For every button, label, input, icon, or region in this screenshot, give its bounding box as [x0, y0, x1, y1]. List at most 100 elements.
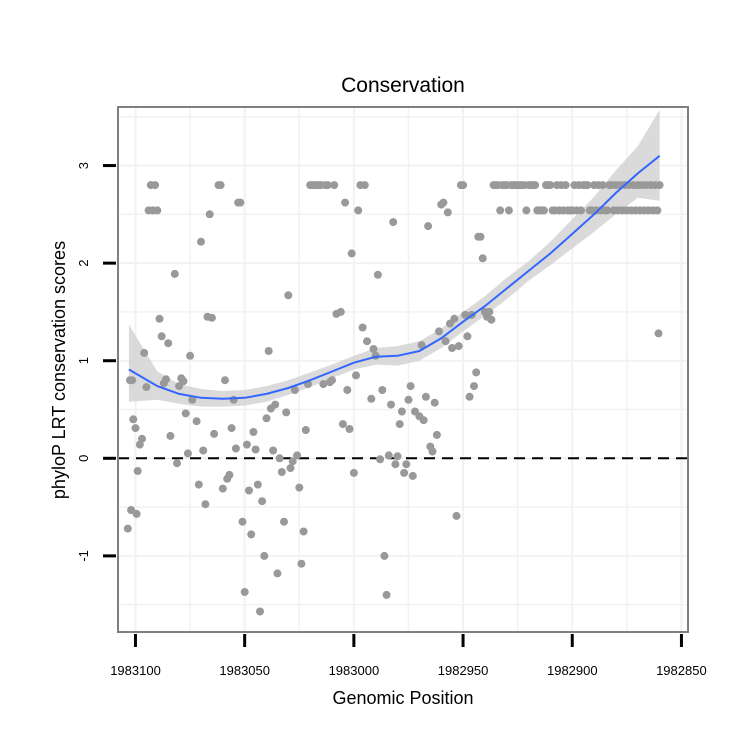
data-point: [336, 307, 345, 316]
data-point: [402, 460, 411, 469]
data-point: [496, 206, 505, 215]
data-point: [476, 232, 485, 241]
data-point: [133, 467, 142, 475]
data-point: [655, 181, 664, 190]
data-point: [242, 440, 251, 449]
data-point: [485, 307, 494, 316]
data-point: [123, 524, 132, 533]
data-point: [238, 517, 247, 526]
data-point: [472, 368, 481, 377]
data-point: [264, 347, 273, 355]
data-point: [450, 314, 459, 323]
data-point: [367, 394, 376, 403]
data-point: [478, 254, 487, 263]
data-point: [221, 376, 229, 385]
data-point: [330, 181, 339, 190]
data-point: [406, 382, 415, 391]
y-axis: -1 0 1 2 3: [76, 162, 116, 562]
data-point: [461, 310, 470, 319]
data-point: [260, 551, 269, 560]
data-point: [249, 428, 258, 436]
data-point: [166, 431, 175, 440]
data-point: [153, 206, 162, 215]
data-point: [393, 452, 402, 461]
data-point: [363, 337, 371, 346]
data-point: [277, 468, 286, 476]
data-point: [583, 181, 592, 190]
confidence-band: [128, 109, 660, 407]
data-point: [288, 457, 297, 466]
data-point: [151, 181, 160, 190]
y-tick-label: -1: [76, 550, 91, 562]
data-point: [216, 181, 225, 190]
data-point: [269, 446, 278, 455]
data-point: [240, 588, 249, 596]
data-point: [561, 181, 570, 190]
data-point: [546, 181, 555, 190]
data-point: [419, 416, 428, 425]
data-point: [142, 383, 151, 392]
data-point: [173, 459, 181, 468]
data-point: [373, 270, 382, 279]
data-point: [258, 497, 267, 506]
data-point: [382, 590, 391, 599]
data-point: [603, 206, 612, 215]
x-tick-label: 1983050: [219, 663, 270, 678]
data-point: [273, 569, 282, 578]
data-point: [432, 430, 441, 439]
data-point: [354, 206, 363, 215]
data-point: [417, 341, 426, 350]
data-point: [319, 380, 328, 389]
data-point: [435, 327, 443, 336]
data-point: [389, 218, 398, 227]
data-point: [338, 420, 347, 429]
data-point: [323, 181, 332, 190]
data-point: [179, 377, 188, 386]
data-point: [577, 206, 585, 215]
data-point: [170, 269, 179, 278]
data-point: [408, 471, 417, 480]
data-point: [231, 444, 240, 453]
y-axis-label: phyloP LRT conservation scores: [49, 241, 69, 499]
data-point: [531, 181, 540, 190]
data-point: [439, 198, 448, 207]
data-point: [404, 395, 413, 404]
data-point: [253, 480, 262, 489]
data-point: [349, 468, 358, 477]
data-point: [301, 426, 310, 434]
data-point: [218, 484, 227, 493]
x-axis-label: Genomic Position: [332, 688, 473, 708]
data-point: [297, 559, 306, 568]
data-point: [157, 332, 166, 341]
data-point: [192, 417, 201, 426]
data-point: [380, 551, 389, 560]
data-point: [293, 451, 302, 460]
data-point: [654, 329, 663, 338]
data-point: [290, 386, 299, 394]
y-tick-label: 1: [76, 357, 91, 364]
x-tick-label: 1982950: [438, 663, 489, 678]
chart-title: Conservation: [341, 74, 465, 97]
data-point: [504, 206, 513, 215]
data-point: [428, 447, 437, 456]
data-point: [465, 392, 474, 401]
data-point: [369, 345, 378, 353]
data-point: [207, 313, 216, 322]
data-point: [384, 451, 393, 460]
data-point: [653, 206, 662, 215]
data-point: [522, 206, 531, 215]
data-point: [128, 376, 137, 385]
data-point: [256, 607, 264, 616]
loess-fit-line: [128, 155, 661, 400]
data-point: [205, 210, 214, 219]
data-point: [199, 446, 208, 455]
data-point: [430, 398, 439, 407]
data-point: [229, 395, 238, 404]
data-point: [358, 323, 367, 332]
data-point: [280, 517, 288, 526]
data-point: [443, 208, 452, 217]
data-point: [138, 434, 146, 443]
data-point: [155, 314, 164, 323]
